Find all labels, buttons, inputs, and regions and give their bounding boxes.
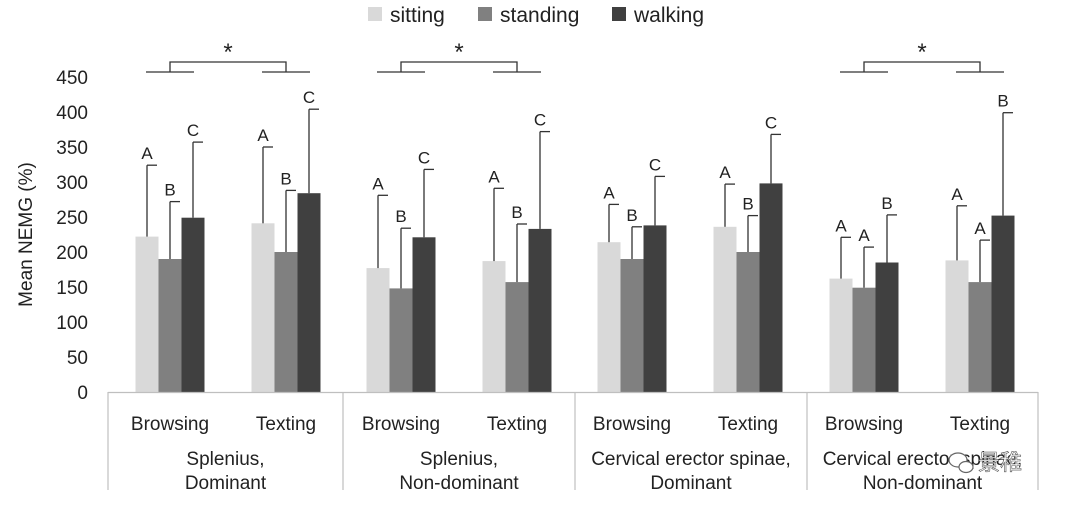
bar-walking-1	[297, 193, 321, 392]
significance-letter: A	[974, 219, 986, 238]
significance-bracket	[377, 61, 541, 73]
significance-star: *	[223, 39, 232, 66]
bar-walking-2	[412, 237, 436, 392]
y-tick-label: 200	[56, 243, 88, 264]
legend-label-walking: walking	[633, 4, 704, 27]
category-label: Browsing	[593, 414, 671, 435]
significance-bracket	[840, 61, 1004, 73]
significance-letter: A	[858, 226, 870, 245]
legend-label-standing: standing	[500, 4, 579, 27]
significance-brackets: * * *	[146, 39, 1004, 73]
significance-letter: C	[303, 88, 315, 107]
significance-letter: B	[881, 194, 892, 213]
y-tick-label: 300	[56, 173, 88, 194]
bar-walking-3	[528, 228, 552, 392]
legend-swatch-sitting	[368, 7, 382, 21]
significance-star: *	[917, 39, 926, 66]
significance-letter: B	[511, 203, 522, 222]
bar-walking-4	[643, 225, 667, 392]
bar-standing-7	[968, 282, 992, 392]
y-tick-label: 0	[77, 383, 88, 404]
y-tick-label: 100	[56, 313, 88, 334]
bar-sitting-6	[829, 278, 853, 392]
bar-walking-7	[991, 215, 1015, 392]
y-axis: Mean NEMG (%) 0 50 100 150 200 250 300 350 400 450	[16, 68, 88, 404]
significance-letter: A	[257, 126, 269, 145]
group-label-line1: Splenius,	[420, 449, 498, 470]
legend-label-sitting: sitting	[390, 4, 445, 27]
significance-star: *	[454, 39, 463, 66]
y-tick-label: 400	[56, 103, 88, 124]
group-label-line2: Non-dominant	[863, 473, 983, 494]
category-label: Browsing	[825, 414, 903, 435]
significance-letter: B	[626, 206, 637, 225]
legend: sitting standing walking	[368, 4, 704, 27]
watermark-text: 景稚	[978, 451, 1022, 476]
bar-standing-3	[505, 282, 529, 392]
significance-letter: B	[395, 207, 406, 226]
significance-letter: A	[603, 183, 615, 202]
bar-walking-6	[875, 262, 899, 392]
bar-standing-1	[274, 252, 298, 392]
significance-letter: B	[997, 92, 1008, 111]
bar-sitting-1	[251, 223, 275, 392]
y-tick-label: 450	[56, 68, 88, 89]
bars	[135, 183, 1015, 392]
significance-letter: B	[164, 181, 175, 200]
bar-sitting-2	[366, 268, 390, 392]
legend-swatch-walking	[612, 7, 626, 21]
bar-sitting-7	[945, 260, 969, 392]
category-label: Texting	[718, 414, 778, 435]
bar-sitting-3	[482, 261, 506, 392]
bar-standing-4	[620, 259, 644, 392]
group-label-line2: Non-dominant	[399, 473, 519, 494]
significance-letter: C	[187, 121, 199, 140]
y-tick-label: 350	[56, 138, 88, 159]
significance-letter: B	[742, 195, 753, 214]
y-axis-title: Mean NEMG (%)	[16, 162, 37, 307]
y-tick-label: 250	[56, 208, 88, 229]
category-label: Browsing	[131, 414, 209, 435]
group-label-line2: Dominant	[185, 473, 267, 494]
bar-walking-0	[181, 217, 205, 392]
error-bars	[146, 108, 1013, 289]
significance-letter: A	[488, 167, 500, 186]
category-label: Texting	[950, 414, 1010, 435]
bar-standing-0	[158, 259, 182, 392]
bar-standing-2	[389, 288, 413, 392]
watermark: 景稚	[948, 451, 1022, 476]
bar-standing-5	[736, 252, 760, 392]
y-tick-label: 150	[56, 278, 88, 299]
group-label-line2: Dominant	[650, 473, 732, 494]
legend-swatch-standing	[478, 7, 492, 21]
bar-sitting-5	[713, 226, 737, 392]
y-tick-label: 50	[67, 348, 88, 369]
bar-sitting-0	[135, 236, 159, 392]
bar-sitting-4	[597, 242, 621, 392]
significance-letter: C	[765, 113, 777, 132]
significance-letter: A	[141, 144, 153, 163]
significance-letter: A	[372, 174, 384, 193]
significance-letter: A	[951, 185, 963, 204]
significance-letter: A	[835, 216, 847, 235]
significance-bracket	[146, 61, 310, 73]
category-label: Texting	[256, 414, 316, 435]
bar-standing-6	[852, 287, 876, 392]
group-label-line1: Splenius,	[186, 449, 264, 470]
category-label: Browsing	[362, 414, 440, 435]
x-axis: Browsing Texting Browsing Texting Browsing Te…	[107, 391, 1039, 494]
category-label: Texting	[487, 414, 547, 435]
wechat-icon	[948, 452, 974, 474]
group-label-line1: Cervical erector spinae,	[591, 449, 791, 470]
significance-letter: B	[280, 169, 291, 188]
bar-walking-5	[759, 183, 783, 392]
significance-letter: C	[649, 155, 661, 174]
significance-letter: A	[719, 163, 731, 182]
significance-letter: C	[418, 148, 430, 167]
significance-letter: C	[534, 111, 546, 130]
